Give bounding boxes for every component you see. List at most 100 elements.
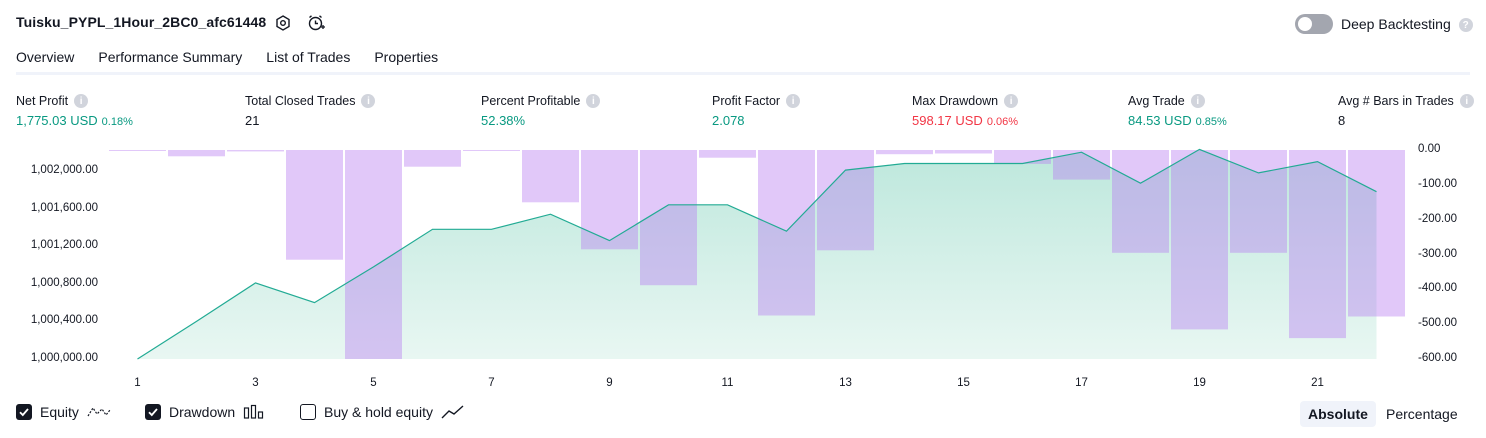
info-icon[interactable]: i: [1004, 94, 1019, 108]
metric-profit-factor: Profit Factor i 2.078: [712, 94, 801, 128]
drawdown-axis-tick: -100.00: [1418, 177, 1458, 190]
drawdown-bar[interactable]: [522, 150, 579, 203]
metric-label: Avg Trade: [1128, 94, 1185, 108]
drawdown-bar[interactable]: [463, 150, 520, 151]
drawdown-bar[interactable]: [1348, 150, 1405, 317]
checkbox-checked-icon[interactable]: [145, 404, 161, 420]
metric-value: 84.53 USD: [1128, 113, 1192, 128]
tab-performance-summary[interactable]: Performance Summary: [98, 49, 243, 65]
equity-drawdown-chart[interactable]: [0, 0, 1486, 400]
drawdown-axis-tick: 0.00: [1418, 143, 1441, 155]
metric-label: Percent Profitable: [481, 94, 581, 108]
drawdown-bars-icon: [244, 404, 264, 419]
tab-properties[interactable]: Properties: [374, 49, 439, 65]
x-axis-tick: 3: [252, 377, 259, 389]
metric-total-closed-trades: Total Closed Trades i 21: [245, 94, 376, 128]
checkbox-unchecked-icon[interactable]: [300, 404, 316, 420]
metric-avg-bars: Avg # Bars in Trades i 8: [1338, 94, 1474, 128]
metric-percent: 0.06%: [986, 116, 1019, 128]
checkbox-checked-icon[interactable]: [16, 404, 32, 420]
info-icon[interactable]: i: [1459, 94, 1474, 108]
drawdown-bar[interactable]: [1289, 150, 1346, 339]
equity-axis-tick: 1,001,200.00: [30, 239, 98, 252]
equity-axis-tick: 1,001,600.00: [30, 201, 98, 214]
info-icon[interactable]: i: [1190, 94, 1205, 108]
drawdown-bar[interactable]: [286, 150, 343, 260]
equity-axis-tick: 1,002,000.00: [30, 164, 98, 176]
x-axis-tick: 21: [1311, 377, 1324, 389]
deep-backtesting-label: Deep Backtesting ?: [1341, 16, 1473, 33]
settings-gear-icon[interactable]: [274, 14, 292, 32]
info-icon[interactable]: i: [361, 94, 376, 108]
x-axis-tick: 15: [957, 377, 970, 389]
metric-max-drawdown: Max Drawdown i 598.17 USD 0.06%: [912, 94, 1019, 128]
drawdown-bar[interactable]: [935, 150, 992, 154]
drawdown-bar[interactable]: [817, 150, 874, 251]
drawdown-bar[interactable]: [404, 150, 461, 167]
metric-label: Total Closed Trades: [245, 94, 356, 108]
legend-buy-hold-equity[interactable]: Buy & hold equity: [300, 404, 465, 420]
metric-value: 21: [245, 113, 260, 128]
metric-value: 52.38%: [481, 113, 526, 128]
metric-label: Max Drawdown: [912, 94, 999, 108]
drawdown-bar[interactable]: [640, 150, 697, 286]
drawdown-axis-tick: -200.00: [1418, 212, 1458, 225]
metric-value: 1,775.03 USD: [16, 113, 98, 128]
equity-area: [137, 149, 1377, 359]
equity-axis-tick: 1,000,800.00: [30, 276, 98, 289]
drawdown-bar[interactable]: [1230, 150, 1287, 253]
drawdown-bar[interactable]: [1171, 150, 1228, 330]
legend-label: Equity: [40, 404, 79, 420]
metric-value: 8: [1338, 113, 1346, 128]
drawdown-bar[interactable]: [758, 150, 815, 316]
x-axis-tick: 5: [370, 377, 377, 389]
legend-equity[interactable]: Equity: [16, 404, 111, 420]
x-axis-tick: 1: [134, 377, 141, 389]
absolute-button[interactable]: Absolute: [1300, 401, 1376, 427]
metric-percent-profitable: Percent Profitable i 52.38%: [481, 94, 601, 128]
x-axis-tick: 9: [606, 377, 613, 389]
metric-avg-trade: Avg Trade i 84.53 USD 0.85%: [1128, 94, 1227, 128]
drawdown-axis-tick: -500.00: [1418, 317, 1458, 330]
tab-list-of-trades[interactable]: List of Trades: [266, 49, 351, 65]
drawdown-bar[interactable]: [168, 150, 225, 157]
deep-backtesting-toggle[interactable]: [1295, 14, 1333, 34]
trend-line-icon: [441, 405, 464, 419]
x-axis-tick: 7: [488, 377, 495, 389]
drawdown-bar[interactable]: [109, 150, 166, 151]
drawdown-bar[interactable]: [994, 150, 1051, 164]
drawdown-bar[interactable]: [876, 150, 933, 155]
drawdown-bar[interactable]: [581, 150, 638, 250]
metric-label: Net Profit: [16, 94, 69, 108]
drawdown-axis-tick: -300.00: [1418, 247, 1458, 260]
legend-label: Buy & hold equity: [324, 404, 433, 420]
add-alert-icon[interactable]: [307, 14, 325, 32]
x-axis-tick: 13: [839, 377, 852, 389]
x-axis-tick: 11: [721, 377, 734, 389]
drawdown-bar[interactable]: [227, 150, 284, 152]
metric-net-profit: Net Profit i 1,775.03 USD 0.18%: [16, 94, 133, 128]
equity-axis-tick: 1,000,400.00: [30, 314, 98, 327]
strategy-title: Tuisku_PYPL_1Hour_2BC0_afc61448: [16, 14, 267, 30]
metric-label: Profit Factor: [712, 94, 781, 108]
help-icon[interactable]: ?: [1458, 18, 1473, 33]
drawdown-bar[interactable]: [1112, 150, 1169, 253]
legend-drawdown[interactable]: Drawdown: [145, 404, 265, 420]
drawdown-bar[interactable]: [699, 150, 756, 158]
drawdown-axis-tick: -400.00: [1418, 282, 1458, 295]
info-icon[interactable]: i: [586, 94, 601, 108]
metric-value: 598.17 USD: [912, 113, 983, 128]
percentage-button[interactable]: Percentage: [1386, 406, 1458, 422]
drawdown-bar[interactable]: [1053, 150, 1110, 180]
metric-percent: 0.18%: [101, 116, 133, 128]
x-axis-tick: 17: [1075, 377, 1088, 389]
equity-line[interactable]: [137, 148, 1377, 360]
metric-label: Avg # Bars in Trades: [1338, 94, 1454, 108]
equity-line-icon: [87, 406, 111, 417]
x-axis-tick: 19: [1193, 377, 1206, 389]
info-icon[interactable]: i: [74, 94, 89, 108]
metric-value: 2.078: [712, 113, 745, 128]
legend-label: Drawdown: [169, 404, 236, 420]
equity-axis-tick: 1,000,000.00: [30, 352, 98, 364]
info-icon[interactable]: i: [786, 94, 801, 108]
